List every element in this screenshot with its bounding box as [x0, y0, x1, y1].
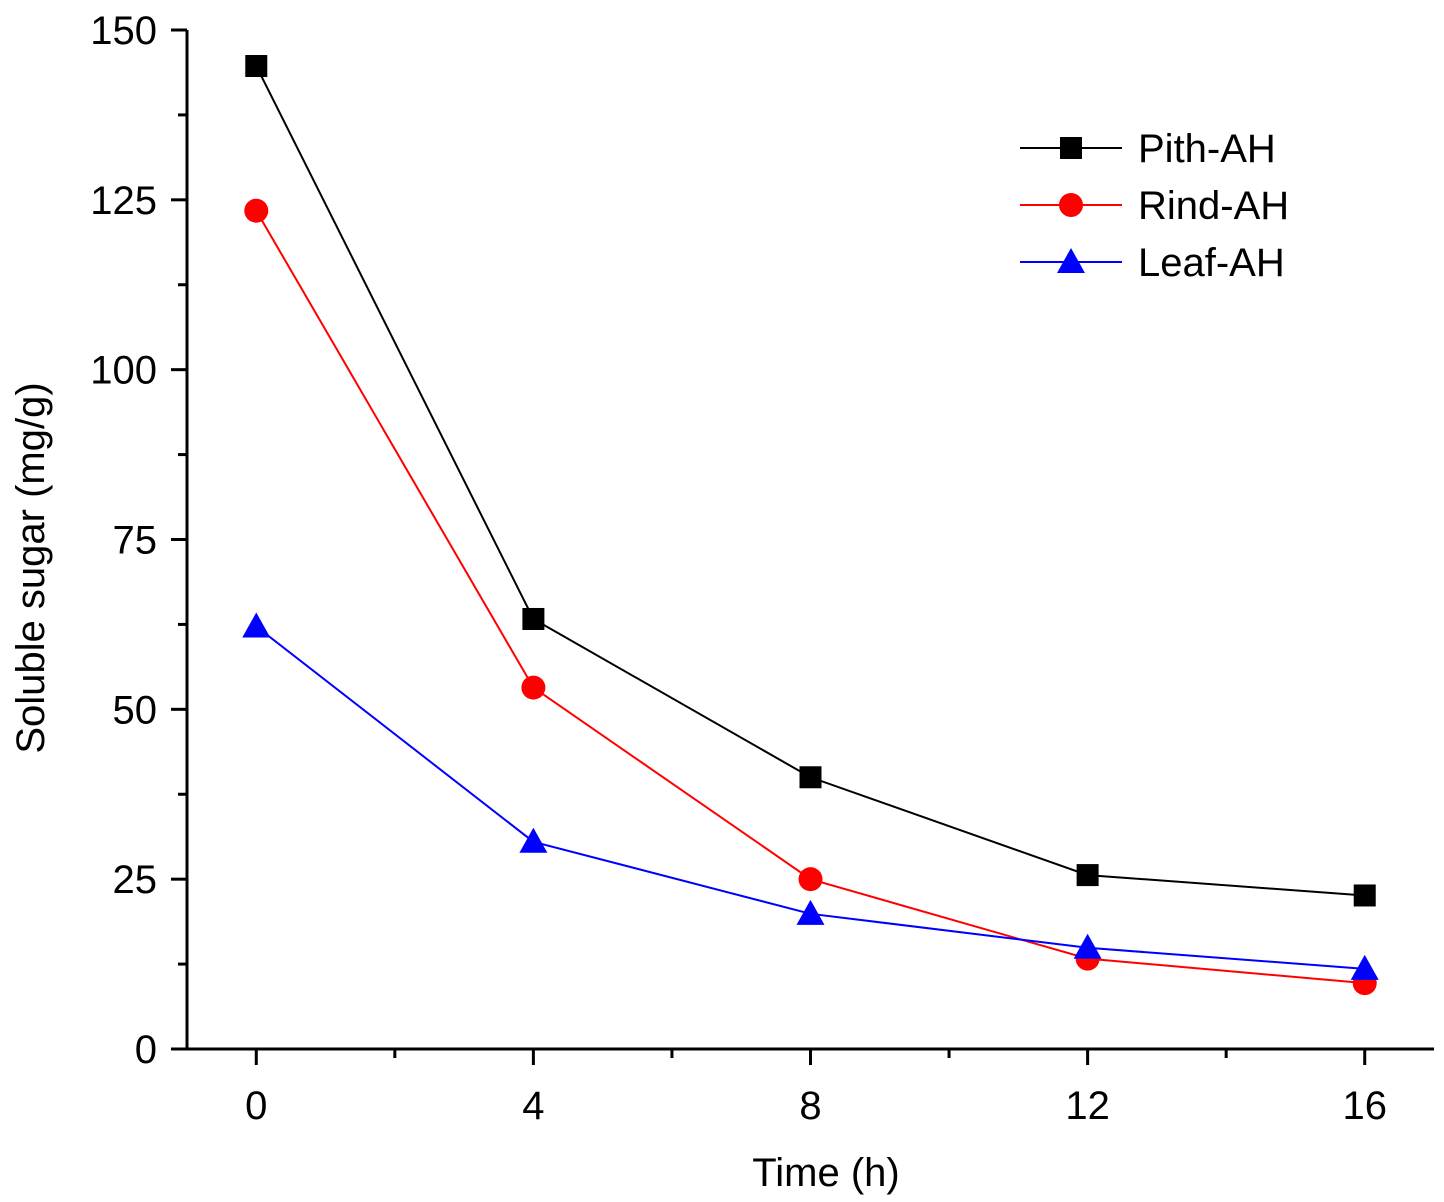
axes-layer: 0 25 50 75 100 125 150 0 4 8 12 16: [90, 9, 1434, 1128]
legend-item-pith-ah: Pith-AH: [1020, 127, 1276, 171]
data-point-rind-ah: [244, 198, 269, 223]
data-point-rind-ah: [798, 867, 823, 892]
y-tick-label: 100: [90, 349, 157, 393]
y-tick-label: 0: [135, 1028, 157, 1072]
data-point-pith-ah: [799, 766, 822, 789]
y-tick-label: 125: [90, 179, 157, 223]
data-point-rind-ah: [521, 675, 546, 700]
x-tick-label: 4: [522, 1084, 544, 1128]
x-axis-title: Time (h): [752, 1151, 899, 1195]
data-point-leaf-ah: [1073, 933, 1102, 959]
data-point-pith-ah: [245, 55, 268, 78]
y-tick-label: 75: [113, 519, 158, 563]
x-tick-label: 12: [1065, 1084, 1110, 1128]
legend-label: Leaf-AH: [1138, 241, 1285, 285]
legend-label: Rind-AH: [1138, 184, 1289, 228]
x-tick-label: 16: [1342, 1084, 1387, 1128]
series-pith-ah: [245, 55, 1376, 907]
legend: Pith-AH Rind-AH Leaf-AH: [1020, 127, 1289, 285]
data-point-leaf-ah: [242, 612, 271, 638]
data-point-pith-ah: [1076, 864, 1099, 887]
x-tick-label: 8: [799, 1084, 821, 1128]
legend-label: Pith-AH: [1138, 127, 1276, 171]
data-point-leaf-ah: [519, 827, 548, 853]
legend-marker: [1060, 137, 1082, 159]
data-point-pith-ah: [522, 607, 545, 630]
y-axis-title: Soluble sugar (mg/g): [9, 382, 53, 753]
legend-item-leaf-ah: Leaf-AH: [1020, 241, 1285, 285]
x-tick-label: 0: [245, 1084, 267, 1128]
legend-marker: [1057, 248, 1085, 273]
series-rind-ah: [244, 198, 1377, 996]
data-point-leaf-ah: [796, 899, 825, 925]
legend-item-rind-ah: Rind-AH: [1020, 184, 1289, 228]
y-tick-label: 50: [113, 688, 158, 732]
data-point-pith-ah: [1353, 884, 1376, 907]
y-tick-label: 150: [90, 9, 157, 53]
series-layer: [242, 55, 1379, 996]
legend-marker: [1059, 193, 1083, 217]
data-point-leaf-ah: [1350, 954, 1379, 980]
y-tick-label: 25: [113, 858, 158, 902]
series-leaf-ah: [242, 612, 1379, 980]
